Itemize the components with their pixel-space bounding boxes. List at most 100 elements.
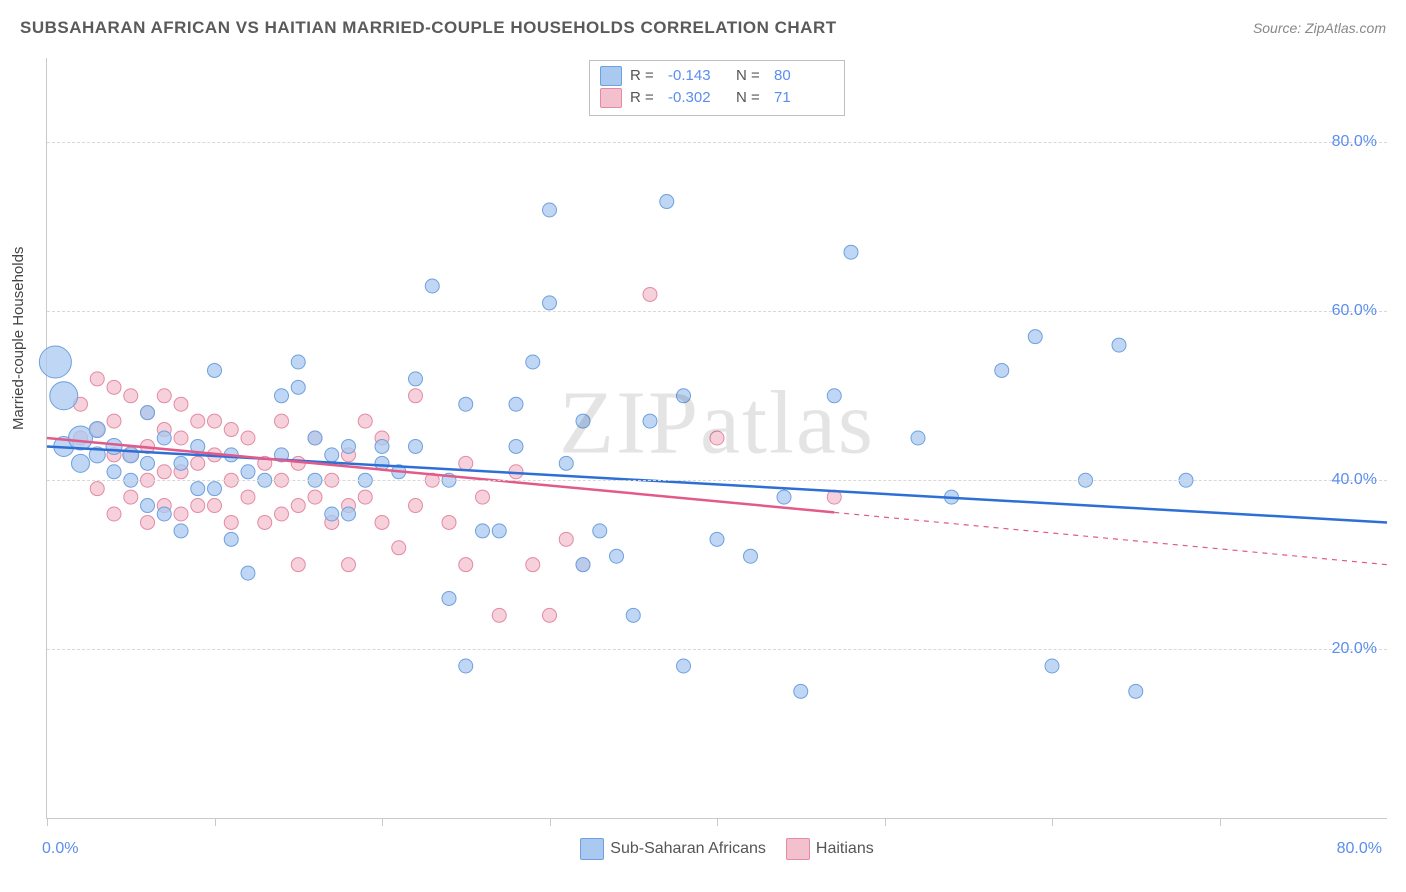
legend-swatch (580, 838, 604, 860)
data-point (459, 397, 473, 411)
r-label: R = (630, 65, 660, 87)
data-point (89, 422, 105, 438)
data-point (543, 203, 557, 217)
data-point (106, 438, 122, 454)
data-point (157, 389, 171, 403)
data-point (509, 439, 523, 453)
data-point (794, 684, 808, 698)
data-point (157, 465, 171, 479)
gridline (47, 649, 1387, 650)
legend-label: Haitians (816, 840, 874, 857)
n-value: 71 (774, 87, 834, 109)
data-point (308, 431, 322, 445)
n-label: N = (736, 65, 766, 87)
data-point (39, 346, 71, 378)
data-point (425, 279, 439, 293)
data-point (174, 431, 188, 445)
data-point (191, 456, 205, 470)
legend-label: Sub-Saharan Africans (610, 840, 766, 857)
data-point (157, 507, 171, 521)
data-point (844, 245, 858, 259)
n-value: 80 (774, 65, 834, 87)
data-point (576, 414, 590, 428)
data-point (174, 507, 188, 521)
correlation-stats-box: R =-0.143N =80R =-0.302N =71 (589, 60, 845, 116)
y-axis-label: Married-couple Households (10, 247, 27, 430)
data-point (124, 389, 138, 403)
data-point (442, 515, 456, 529)
data-point (191, 499, 205, 513)
data-point (995, 363, 1009, 377)
data-point (710, 431, 724, 445)
data-point (375, 439, 389, 453)
data-point (107, 380, 121, 394)
data-point (610, 549, 624, 563)
data-point (626, 608, 640, 622)
gridline (47, 480, 1387, 481)
data-point (241, 490, 255, 504)
data-point (174, 524, 188, 538)
data-point (677, 659, 691, 673)
data-point (476, 490, 490, 504)
data-point (409, 389, 423, 403)
x-tick (382, 818, 383, 826)
data-point (392, 541, 406, 555)
data-point (643, 287, 657, 301)
data-point (291, 380, 305, 394)
data-point (526, 355, 540, 369)
series-swatch (600, 66, 622, 86)
data-point (291, 499, 305, 513)
data-point (241, 566, 255, 580)
data-point (777, 490, 791, 504)
data-point (325, 507, 339, 521)
data-point (191, 482, 205, 496)
data-point (342, 439, 356, 453)
data-point (275, 389, 289, 403)
data-point (543, 296, 557, 310)
data-point (308, 490, 322, 504)
data-point (141, 456, 155, 470)
data-point (459, 558, 473, 572)
data-point (827, 389, 841, 403)
data-point (476, 524, 490, 538)
data-point (677, 389, 691, 403)
x-tick (1220, 818, 1221, 826)
data-point (291, 355, 305, 369)
data-point (409, 499, 423, 513)
data-point (107, 507, 121, 521)
x-tick (47, 818, 48, 826)
data-point (123, 447, 139, 463)
data-point (325, 448, 339, 462)
data-point (241, 465, 255, 479)
data-point (459, 659, 473, 673)
data-point (409, 372, 423, 386)
data-point (526, 558, 540, 572)
data-point (107, 414, 121, 428)
data-point (174, 456, 188, 470)
y-tick-label: 40.0% (1332, 471, 1377, 489)
data-point (559, 456, 573, 470)
data-point (1028, 330, 1042, 344)
data-point (208, 363, 222, 377)
data-point (593, 524, 607, 538)
data-point (342, 558, 356, 572)
data-point (911, 431, 925, 445)
data-point (141, 406, 155, 420)
data-point (141, 515, 155, 529)
data-point (224, 515, 238, 529)
legend-swatch (786, 838, 810, 860)
data-point (358, 490, 372, 504)
data-point (660, 195, 674, 209)
r-value: -0.143 (668, 65, 728, 87)
data-point (208, 414, 222, 428)
x-tick (215, 818, 216, 826)
data-point (744, 549, 758, 563)
data-point (275, 507, 289, 521)
data-point (224, 423, 238, 437)
data-point (241, 431, 255, 445)
data-point (358, 414, 372, 428)
data-point (1129, 684, 1143, 698)
data-point (342, 507, 356, 521)
gridline (47, 142, 1387, 143)
data-point (258, 515, 272, 529)
